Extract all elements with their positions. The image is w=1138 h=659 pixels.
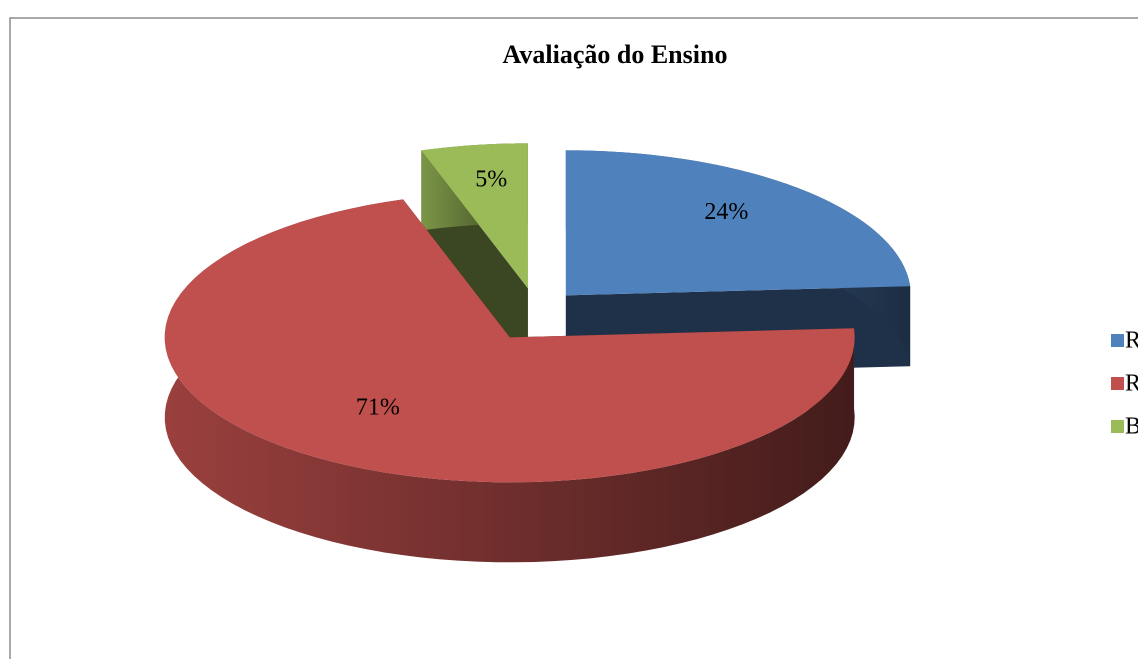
slice xyxy=(421,143,528,289)
legend: Ruim Regular Bom xyxy=(1111,328,1138,440)
slice xyxy=(565,150,911,296)
legend-label: Regular xyxy=(1125,371,1138,397)
legend-swatch xyxy=(1111,420,1124,433)
legend-label: Ruim xyxy=(1125,328,1138,354)
data-label: 71% xyxy=(356,394,400,420)
pie: 5% 24% 71% xyxy=(164,143,911,563)
legend-swatch xyxy=(1111,377,1124,390)
chart-title: Avaliação do Ensino xyxy=(503,40,728,69)
legend-label: Bom xyxy=(1125,414,1138,440)
data-label: 24% xyxy=(704,199,748,225)
data-label: 5% xyxy=(475,166,507,192)
legend-swatch xyxy=(1111,334,1124,347)
slice xyxy=(164,199,855,483)
